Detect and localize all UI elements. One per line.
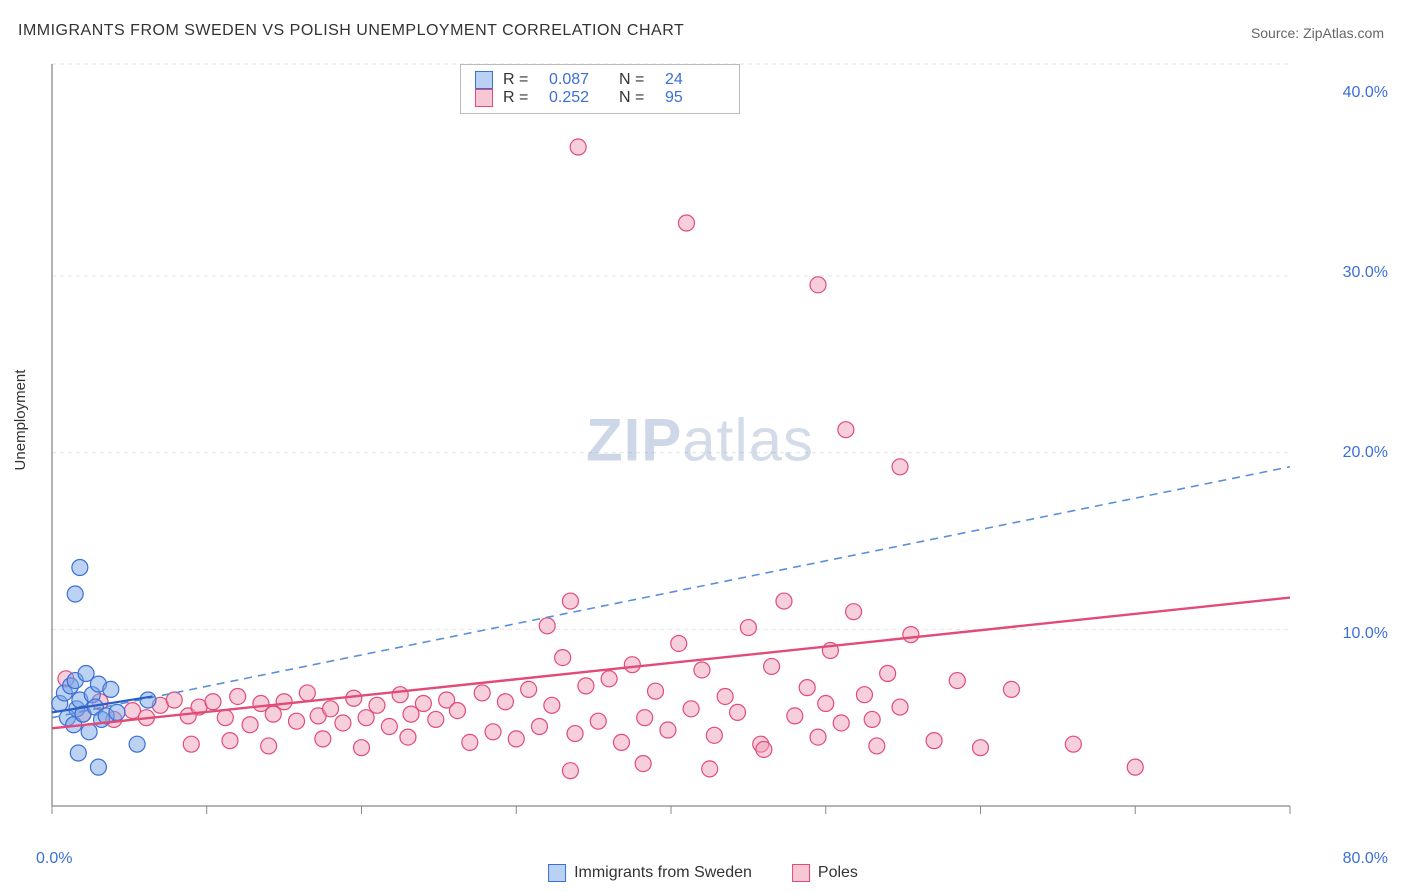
legend-label: Immigrants from Sweden [574, 864, 752, 882]
legend-label: Poles [818, 864, 858, 882]
y-tick-label-30: 30.0% [1343, 264, 1388, 282]
plot-area: ZIPatlas R = 0.087 N = 24 R = 0.252 N = … [50, 60, 1350, 820]
r-label: R = [503, 89, 539, 107]
r-value: 0.252 [549, 89, 609, 107]
legend-swatch-poles [475, 89, 493, 107]
n-value: 24 [665, 71, 725, 89]
y-tick-label-10: 10.0% [1343, 625, 1388, 643]
n-label: N = [619, 89, 655, 107]
correlation-legend: R = 0.087 N = 24 R = 0.252 N = 95 [460, 64, 740, 114]
y-tick-label-40: 40.0% [1343, 84, 1388, 102]
scatter-chart [50, 60, 1350, 820]
n-value: 95 [665, 89, 725, 107]
legend-row-poles: R = 0.252 N = 95 [475, 89, 725, 107]
y-axis-label: Unemployment [12, 370, 29, 471]
legend-row-sweden: R = 0.087 N = 24 [475, 71, 725, 89]
legend-swatch-sweden [475, 71, 493, 89]
legend-swatch-poles [792, 864, 810, 882]
x-tick-label-max: 80.0% [1343, 850, 1388, 868]
legend-swatch-sweden [548, 864, 566, 882]
y-tick-label-20: 20.0% [1343, 444, 1388, 462]
source-attribution: Source: ZipAtlas.com [1251, 25, 1384, 41]
chart-title: IMMIGRANTS FROM SWEDEN VS POLISH UNEMPLO… [18, 22, 684, 40]
series-legend: Immigrants from Sweden Poles [548, 864, 858, 882]
x-tick-label-min: 0.0% [36, 850, 72, 868]
r-value: 0.087 [549, 71, 609, 89]
legend-entry-sweden: Immigrants from Sweden [548, 864, 752, 882]
legend-entry-poles: Poles [792, 864, 858, 882]
n-label: N = [619, 71, 655, 89]
r-label: R = [503, 71, 539, 89]
